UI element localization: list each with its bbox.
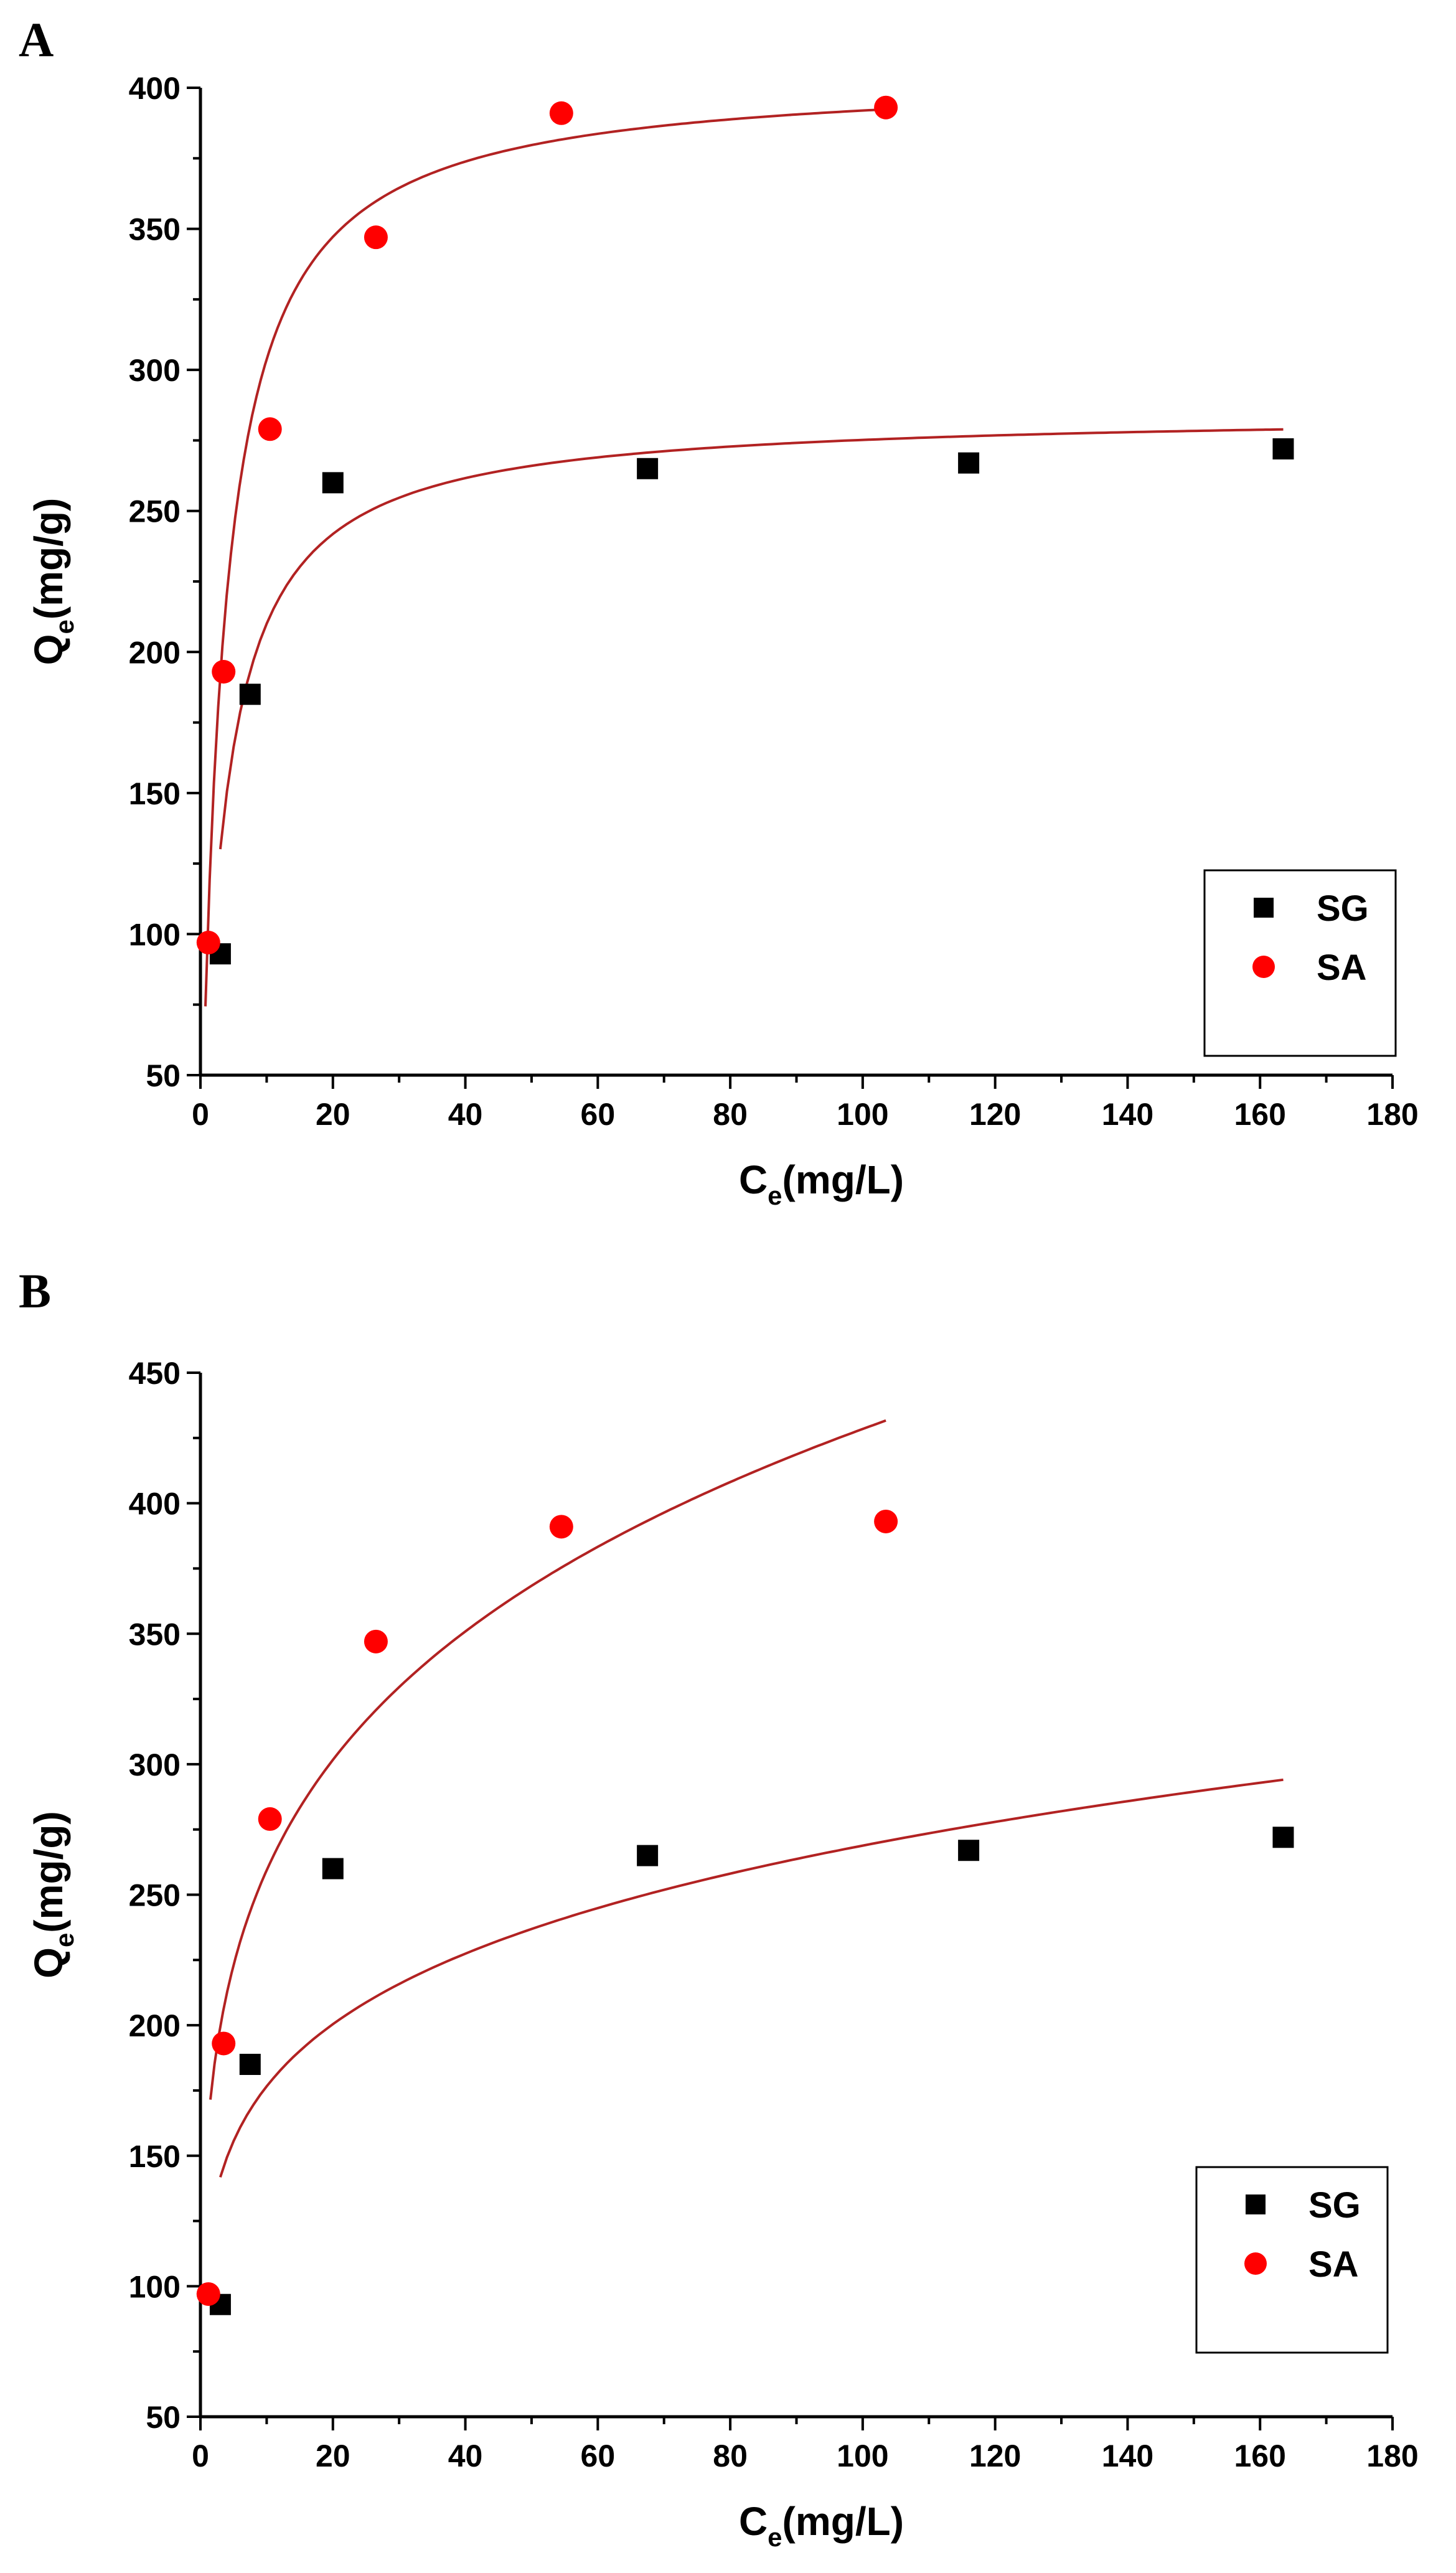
x-axis-title: Ce(mg/L) <box>739 1157 904 1210</box>
y-tick-label: 350 <box>129 1617 181 1652</box>
x-tick-label: 100 <box>837 2439 888 2473</box>
data-point-sa <box>196 2282 220 2306</box>
x-tick-label: 120 <box>969 2439 1021 2473</box>
data-point-sa <box>549 1515 573 1539</box>
chart-panel-B: B 0 20 40 60 80 100 120 140 160 180 50 100 150 200 250 3… <box>19 1264 1419 2552</box>
y-tick-label: 300 <box>129 353 181 388</box>
x-axis-title-main: C <box>739 2499 768 2544</box>
x-tick-label: 0 <box>192 1097 209 1132</box>
data-point-sg <box>637 458 659 479</box>
x-tick-label: 140 <box>1102 2439 1153 2473</box>
x-tick-label: 180 <box>1366 2439 1418 2473</box>
y-axis-title-main: Q <box>26 634 71 666</box>
legend-marker-sa <box>1252 956 1275 978</box>
x-axis-title: Ce(mg/L) <box>739 2499 904 2552</box>
legend: SG SA <box>1195 2166 1389 2354</box>
legend-label-sg: SG <box>1317 888 1369 929</box>
data-point-sg <box>637 1845 659 1866</box>
data-point-sa <box>196 931 220 955</box>
data-point-sg <box>1272 438 1294 460</box>
y-tick-label: 150 <box>129 776 181 811</box>
x-axis-title-unit: (mg/L) <box>782 2499 904 2544</box>
y-tick-label: 400 <box>129 1487 181 1522</box>
x-axis-title-sub: e <box>768 2523 782 2552</box>
data-point-sa <box>549 101 573 125</box>
data-point-sg <box>322 472 344 494</box>
x-tick-label: 20 <box>316 2439 350 2473</box>
fit-line-sg <box>219 1778 1284 2178</box>
y-tick-label: 200 <box>129 2008 181 2043</box>
y-tick-label: 200 <box>129 635 181 670</box>
x-tick-label: 120 <box>969 1097 1021 1132</box>
data-point-sg <box>1272 1827 1294 1848</box>
panel-label: B <box>19 1264 51 1318</box>
y-axis-title-sub: e <box>50 619 79 634</box>
legend-label-sa: SA <box>1308 2244 1359 2285</box>
x-tick-label: 160 <box>1234 2439 1286 2473</box>
y-tick-label: 100 <box>129 2269 181 2304</box>
y-tick-label: 400 <box>129 71 181 106</box>
y-tick-label: 250 <box>129 1878 181 1913</box>
x-tick-label: 40 <box>448 2439 483 2473</box>
x-tick-label: 80 <box>713 1097 748 1132</box>
data-point-sa <box>364 1629 388 1653</box>
fit-line-sa <box>209 1419 886 2100</box>
legend-box <box>1195 2166 1389 2354</box>
y-axis-title-unit: (mg/g) <box>26 1811 71 1933</box>
data-point-sa <box>258 417 282 441</box>
y-axis-title-main: Q <box>26 1947 71 1978</box>
data-point-sg <box>958 452 980 474</box>
x-tick-label: 40 <box>448 1097 483 1132</box>
legend-label-sg: SG <box>1308 2185 1361 2226</box>
legend-marker-sa <box>1244 2252 1267 2275</box>
legend-marker-sg <box>1246 2194 1266 2214</box>
data-point-sa <box>874 1509 898 1533</box>
data-point-sg <box>322 1858 344 1879</box>
fit-line-sa <box>204 108 886 1007</box>
y-axis-title-sub: e <box>50 1933 79 1947</box>
x-tick-label: 100 <box>837 1097 888 1132</box>
data-point-sg <box>239 2054 261 2076</box>
legend-box <box>1203 869 1397 1057</box>
y-tick-label: 300 <box>129 1747 181 1782</box>
x-axis-title-sub: e <box>768 1181 782 1210</box>
data-point-sa <box>258 1807 282 1831</box>
y-tick-label: 100 <box>129 917 181 952</box>
x-tick-label: 60 <box>581 1097 616 1132</box>
legend-marker-sg <box>1254 898 1274 918</box>
legend: SG SA <box>1203 869 1397 1057</box>
data-point-sg <box>239 684 261 705</box>
y-axis-title-unit: (mg/g) <box>26 498 71 620</box>
fit-line-sg <box>218 428 1284 850</box>
x-tick-label: 20 <box>316 1097 350 1132</box>
y-tick-label: 350 <box>129 212 181 247</box>
x-tick-label: 60 <box>581 2439 616 2473</box>
x-axis-title-main: C <box>739 1157 768 1202</box>
x-axis-title-unit: (mg/L) <box>782 1157 904 1202</box>
data-point-sg <box>958 1840 980 1861</box>
y-tick-label: 150 <box>129 2139 181 2174</box>
y-axis-title: Qe(mg/g) <box>26 1811 79 1978</box>
panel-label: A <box>19 12 54 67</box>
x-tick-label: 160 <box>1234 1097 1286 1132</box>
data-point-sa <box>212 660 236 684</box>
x-tick-label: 140 <box>1102 1097 1153 1132</box>
data-point-sa <box>874 95 898 120</box>
x-tick-label: 80 <box>713 2439 748 2473</box>
y-tick-label: 450 <box>129 1356 181 1391</box>
data-point-sa <box>212 2031 236 2056</box>
x-tick-label: 0 <box>192 2439 209 2473</box>
data-point-sa <box>364 225 388 250</box>
y-axis-title: Qe(mg/g) <box>26 498 79 666</box>
legend-label-sa: SA <box>1317 948 1367 988</box>
y-tick-label: 50 <box>146 2400 181 2435</box>
y-tick-label: 250 <box>129 494 181 529</box>
chart-panel-A: A 0 20 40 60 80 100 120 140 160 180 50 100 150 200 250 3… <box>19 12 1419 1210</box>
x-tick-label: 180 <box>1366 1097 1418 1132</box>
y-tick-label: 50 <box>146 1058 181 1093</box>
